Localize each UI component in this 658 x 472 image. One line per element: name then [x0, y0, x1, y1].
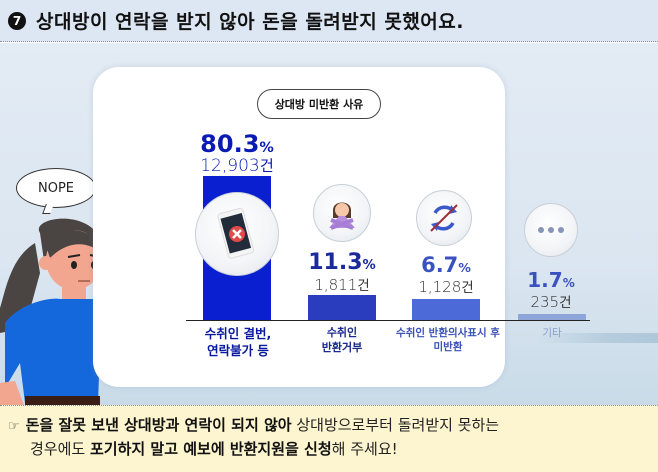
bar-3	[412, 299, 480, 320]
note-bold-2: 포기하지 말고 예보에 반환지원을 신청	[89, 440, 332, 458]
step-number-badge: 7	[8, 11, 26, 30]
note-text-1: 상대방으로부터 돌려받지 못하는	[291, 416, 500, 434]
no-return-cycle-icon	[416, 190, 472, 246]
advice-note: ☞ 돈을 잘못 보낸 상대방과 연락이 되지 않아 상대방으로부터 돌려받지 못하…	[0, 405, 658, 472]
phone-blocked-icon	[195, 192, 279, 276]
page-title: 상대방이 연락을 받지 않아 돈을 돌려받지 못했어요.	[36, 11, 464, 33]
bar-1-count: 12,903건	[200, 156, 274, 176]
ellipsis-icon	[524, 203, 578, 257]
bar-4-percent: 1.7%	[527, 268, 575, 292]
category-label-1: 수취인 결번, 연락불가 등	[204, 326, 272, 358]
bar-2	[308, 295, 376, 320]
pointing-hand-icon: ☞	[8, 419, 20, 434]
bar-2-count: 1,811건	[314, 276, 370, 294]
bar-3-percent: 6.7%	[421, 253, 471, 277]
title-bar: 7 상대방이 연락을 받지 않아 돈을 돌려받지 못했어요.	[0, 0, 658, 42]
bar-3-count: 1,128건	[418, 278, 474, 296]
category-label-4: 기타	[542, 327, 562, 339]
note-bold-1: 돈을 잘못 보낸 상대방과 연락이 되지 않아	[25, 416, 292, 434]
bar-4-count: 235건	[530, 293, 572, 311]
note-line-2: 경우에도 포기하지 말고 예보에 반환지원을 신청해 주세요!	[30, 440, 398, 458]
bar-4	[518, 314, 586, 320]
category-label-2: 수취인 반환거부	[321, 326, 363, 354]
chart-title-chip: 상대방 미반환 사유	[257, 89, 381, 119]
refusing-person-icon	[313, 184, 371, 242]
chart-baseline	[186, 320, 590, 321]
bar-2-percent: 11.3%	[308, 250, 376, 275]
bar-1-percent: 80.3%	[200, 130, 274, 158]
decorative-stripe	[538, 333, 658, 343]
speech-bubble: NOPE	[16, 168, 96, 208]
category-label-3: 수취인 반환의사표시 후 미반환	[396, 327, 500, 354]
